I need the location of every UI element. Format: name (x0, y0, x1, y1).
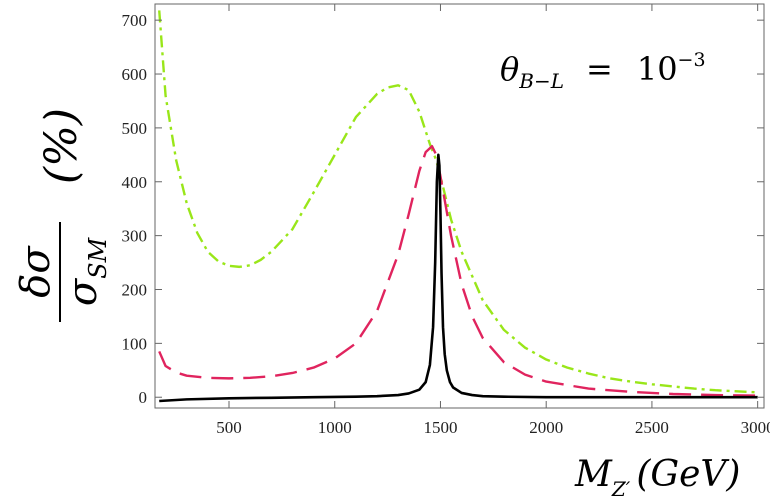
series-line-pink-dashed (158, 145, 758, 397)
series-line-black-solid (159, 153, 758, 403)
annotation-symbol: θ (500, 50, 519, 88)
x-tick-label: 1500 (423, 418, 457, 437)
y-axis-numerator: δσ (13, 245, 59, 298)
annotation: θB−L = 10−3 (500, 49, 706, 93)
y-axis-denominator-main: σ (60, 277, 106, 306)
plot-frame (154, 3, 765, 409)
y-tick-label: 200 (122, 280, 148, 299)
x-axis-label-main: M (574, 454, 613, 495)
annotation-exponent: −3 (678, 49, 706, 71)
x-tick-label: 500 (216, 418, 242, 437)
series-line-green-dashdot (158, 10, 758, 394)
y-tick-label: 100 (122, 334, 148, 353)
y-axis-unit: (%) (36, 108, 87, 184)
annotation-base: 10 (637, 50, 678, 88)
x-tick-label: 1000 (318, 418, 352, 437)
y-axis-label: δσ σSM (%) (13, 108, 112, 322)
y-tick-label: 300 (122, 227, 148, 246)
y-axis-denominator-subscript: SM (84, 236, 112, 278)
x-tick-label: 2500 (635, 418, 669, 437)
y-tick-label: 700 (122, 11, 148, 30)
y-tick-label: 400 (122, 173, 148, 192)
x-tick-label: 2000 (529, 418, 563, 437)
series-layer (158, 10, 758, 403)
y-tick-label: 600 (122, 65, 148, 84)
x-axis-label: MZ′ (GeV) (574, 454, 740, 499)
x-axis-label-subscript: Z′ (611, 477, 631, 499)
annotation-subscript: B−L (518, 69, 564, 93)
y-axis-denominator: σSM (60, 236, 112, 306)
x-axis-label-unit: (GeV) (636, 454, 740, 495)
y-tick-label: 0 (139, 388, 148, 407)
annotation-relation: = (586, 50, 613, 88)
plot-background (155, 4, 764, 408)
y-tick-label: 500 (122, 119, 148, 138)
